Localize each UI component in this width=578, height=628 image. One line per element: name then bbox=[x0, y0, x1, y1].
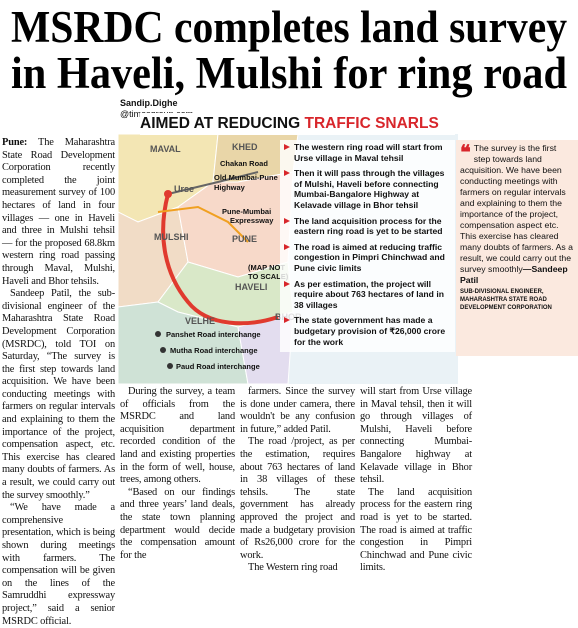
paragraph: During the survey, a team of officials f… bbox=[120, 386, 235, 487]
paragraph: “We have made a comprehensive presentati… bbox=[2, 502, 115, 628]
quote-box: ❝ The survey is the first step towards la… bbox=[456, 140, 578, 356]
column: During the survey, a team of officials f… bbox=[120, 386, 235, 562]
map-label: MULSHI bbox=[154, 232, 189, 242]
bullet: The road is aimed at reducing traffic co… bbox=[284, 242, 451, 274]
bullet: As per estimation, the project will requ… bbox=[284, 279, 451, 311]
paragraph-text: “Based on our findings and three years’ … bbox=[120, 486, 235, 561]
column: Pune: The Maharashtra State Road Develop… bbox=[2, 137, 115, 628]
map-label: Highway bbox=[214, 183, 246, 192]
map-label: VELHE bbox=[185, 316, 215, 326]
node bbox=[167, 363, 173, 369]
highway bbox=[167, 171, 259, 195]
banner-red: TRAFFIC SNARLS bbox=[304, 115, 439, 132]
paragraph-text: The land acquisition process for the eas… bbox=[360, 486, 472, 574]
map-label: (MAP NOT bbox=[248, 263, 285, 272]
paragraph-text: Sandeep Patil, the sub-divisional engine… bbox=[2, 288, 115, 501]
map-label: HAVELI bbox=[235, 282, 267, 292]
map-label: Paud Road interchange bbox=[176, 362, 260, 371]
map-label: Old Mumbai-Pune bbox=[214, 173, 278, 182]
quote-title: SUB-DIVISIONAL ENGINEER, MAHARASHTRA STA… bbox=[460, 289, 552, 311]
headline-line: MSRDC completes land survey bbox=[11, 2, 567, 52]
paragraph-text: During the survey, a team of officials f… bbox=[120, 386, 235, 486]
map-label: Panshet Road interchange bbox=[166, 330, 261, 339]
banner: AIMED AT REDUCING TRAFFIC SNARLS bbox=[140, 113, 455, 135]
byline-name: Sandip.Dighe bbox=[120, 98, 178, 108]
bullet: The land acquisition process for the eas… bbox=[284, 216, 451, 237]
map-label: KHED bbox=[232, 142, 258, 152]
column: farmers. Since the survey is done under … bbox=[240, 386, 355, 575]
map-label: Pune-Mumbai bbox=[222, 207, 271, 216]
paragraph: will start from Urse village in Maval te… bbox=[360, 386, 472, 487]
map-label: MAVAL bbox=[150, 144, 181, 154]
ring-road bbox=[161, 193, 279, 326]
expressway bbox=[157, 205, 249, 243]
headline: MSRDC completes land survey in Haveli, M… bbox=[11, 2, 567, 98]
map-label: TO SCALE) bbox=[248, 272, 289, 281]
paragraph: The land acquisition process for the eas… bbox=[360, 487, 472, 575]
column: will start from Urse village in Maval te… bbox=[360, 386, 472, 575]
paragraph-text: will start from Urse village in Maval te… bbox=[360, 386, 472, 486]
paragraph-text: The road /project, as per the estimation… bbox=[240, 436, 355, 561]
node bbox=[160, 347, 166, 353]
paragraph: Sandeep Patil, the sub-divisional engine… bbox=[2, 288, 115, 502]
headline-line: in Haveli, Mulshi for ring road bbox=[11, 48, 567, 98]
paragraph: farmers. Since the survey is done under … bbox=[240, 386, 355, 436]
paragraph: Pune: The Maharashtra State Road Develop… bbox=[2, 137, 115, 288]
map-label: PUNE bbox=[232, 234, 257, 244]
quote-icon: ❝ bbox=[460, 142, 471, 164]
bullet: Then it will pass through the villages o… bbox=[284, 168, 451, 210]
node bbox=[164, 190, 172, 198]
paragraph-text: “We have made a comprehensive presentati… bbox=[2, 502, 115, 627]
map-label: Chakan Road bbox=[220, 159, 268, 168]
node bbox=[155, 331, 161, 337]
bullet-box: The western ring road will start from Ur… bbox=[280, 140, 455, 352]
bullet: The state government has made a budgetar… bbox=[284, 315, 451, 347]
paragraph-text: The Western ring road bbox=[248, 562, 338, 574]
paragraph-text: The Maharashtra State Road Development C… bbox=[2, 137, 115, 287]
lead: Pune: bbox=[2, 137, 28, 148]
paragraph-text: farmers. Since the survey is done under … bbox=[240, 386, 355, 435]
map-label: Urse bbox=[174, 184, 194, 194]
quote-text: The survey is the first step towards lan… bbox=[460, 143, 573, 274]
map-label: Expressway bbox=[230, 216, 274, 225]
paragraph: The road /project, as per the estimation… bbox=[240, 436, 355, 562]
bullet: The western ring road will start from Ur… bbox=[284, 142, 451, 163]
paragraph: The Western ring road bbox=[240, 562, 355, 575]
banner-black: AIMED AT REDUCING bbox=[140, 115, 301, 132]
quote-name: —Sandeep Patil bbox=[460, 264, 568, 285]
map-label: Mutha Road interchange bbox=[170, 346, 258, 355]
